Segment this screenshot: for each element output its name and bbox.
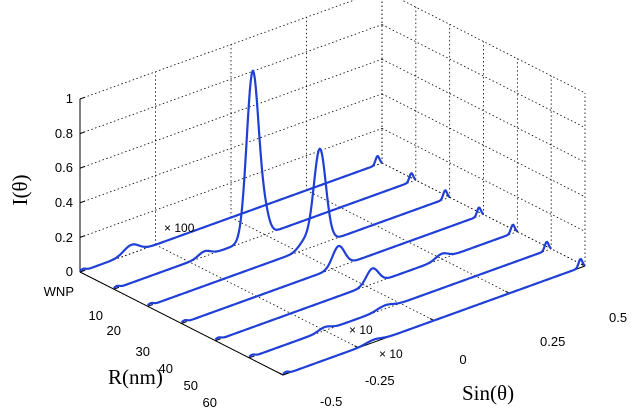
r-tick-label: 60	[203, 395, 217, 410]
sin-tick-label: 0	[459, 352, 466, 367]
z-tick-mark	[79, 200, 86, 204]
series-curves	[79, 69, 586, 375]
sin-axis-ticks: -0.5 -0.25 0 0.25 0.5	[320, 310, 627, 409]
z-tick-label: 0	[66, 264, 73, 279]
z-tick-label: 1	[66, 91, 73, 106]
grid-lines	[79, 0, 586, 376]
s-tick-mark	[278, 372, 284, 376]
r-tick-label: 20	[107, 323, 121, 338]
r-tick-mark	[113, 286, 120, 290]
z-tick-mark	[79, 165, 86, 169]
z-axis-label: I(θ)	[8, 174, 32, 205]
sin-axis-label: Sin(θ)	[462, 381, 514, 405]
z-tick-label: 0.2	[55, 230, 73, 245]
r-tick-label: 30	[136, 344, 150, 359]
grid-line	[113, 179, 416, 290]
sin-tick-label: -0.5	[320, 394, 342, 409]
series-line	[282, 258, 586, 375]
r-tick-label: WNP	[44, 284, 74, 299]
z-tick-label: 0.8	[55, 126, 73, 141]
grid-line	[79, 128, 383, 238]
r-tick-mark	[282, 372, 289, 376]
z-tick-label: 0.6	[55, 160, 73, 175]
sin-tick-label: 0.5	[609, 310, 627, 325]
grid-line	[181, 214, 484, 324]
r-tick-mark	[215, 338, 221, 342]
scale-annotation: × 10	[349, 323, 373, 337]
z-tick-label: 0.4	[55, 195, 73, 210]
r-axis-ticks: WNP 10 20 30 40 50 60	[44, 284, 217, 410]
r-tick-label: 10	[89, 308, 103, 323]
z-tick-mark	[79, 235, 86, 238]
grid-line	[79, 24, 383, 134]
grid-line	[147, 196, 450, 307]
series-line	[146, 147, 451, 307]
scale-annotation: × 100	[164, 221, 195, 235]
grid-line	[215, 231, 518, 342]
series-line	[248, 240, 552, 358]
scale-annotation: × 10	[379, 347, 403, 361]
r-tick-mark	[79, 269, 86, 273]
grid-line	[381, 24, 586, 128]
r-tick-label: 40	[159, 361, 173, 376]
r-tick-mark	[181, 321, 187, 324]
r-tick-mark	[147, 304, 153, 307]
grid-line	[381, 58, 586, 163]
series-line	[180, 206, 485, 324]
z-axis-ticks: 0 0.2 0.4 0.6 0.8 1	[55, 91, 73, 279]
series-line	[79, 155, 383, 272]
series-line	[113, 69, 417, 289]
series-line	[214, 223, 518, 341]
sin-tick-label: 0.25	[540, 334, 565, 349]
grid-line	[381, 128, 586, 232]
grid-line	[79, 58, 383, 169]
r-tick-label: 50	[184, 378, 198, 393]
z-tick-mark	[79, 96, 86, 100]
r-axis-label: R(nm)	[108, 365, 163, 389]
r-tick-mark	[248, 355, 255, 359]
sin-tick-label: -0.25	[365, 373, 395, 388]
z-tick-mark	[79, 131, 86, 135]
